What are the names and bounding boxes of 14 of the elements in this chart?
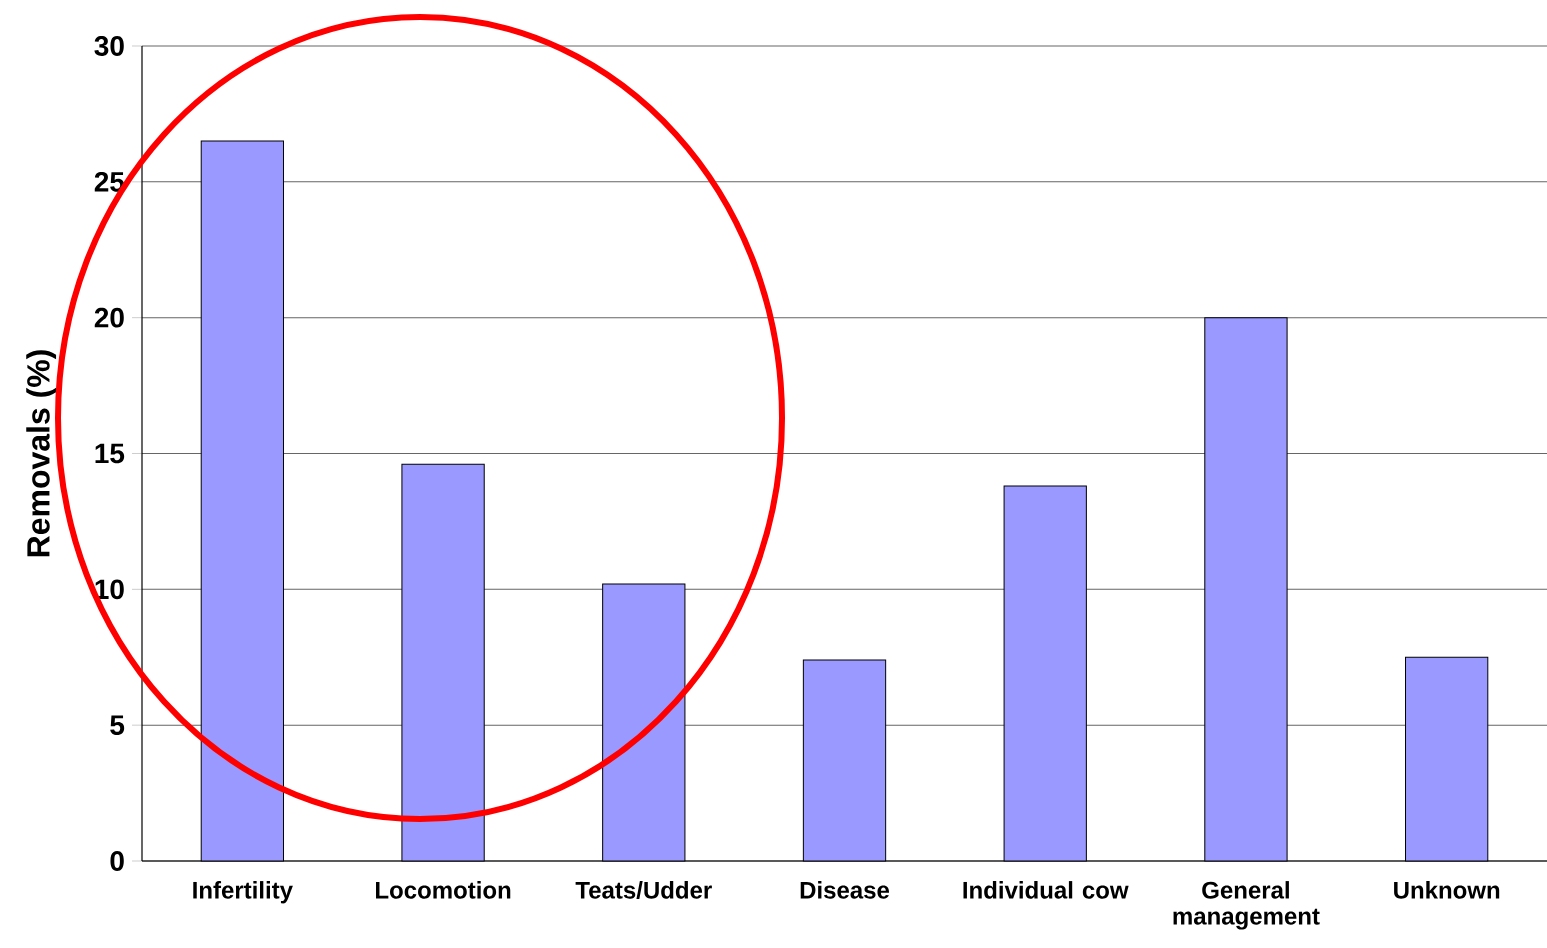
x-tick-label: Infertility: [193, 881, 293, 904]
x-tick-label: General management: [1173, 881, 1320, 930]
y-tick-label: 15: [95, 443, 125, 464]
x-tick-label: Teats/Udder: [575, 881, 712, 899]
y-tick-label: 0: [110, 851, 124, 871]
x-tick-label: Disease: [800, 881, 890, 899]
y-tick-label: 30: [94, 36, 124, 56]
x-tick-label: Locomotion: [376, 881, 511, 899]
y-tick-label: 20: [94, 307, 124, 328]
y-axis-title: Removals (%): [26, 350, 57, 557]
y-tick-label: 5: [110, 715, 125, 735]
y-tick-label: 10: [95, 579, 124, 600]
x-tick-label: Individual cow: [963, 881, 1129, 899]
x-tick-label: Unknown: [1394, 881, 1500, 899]
